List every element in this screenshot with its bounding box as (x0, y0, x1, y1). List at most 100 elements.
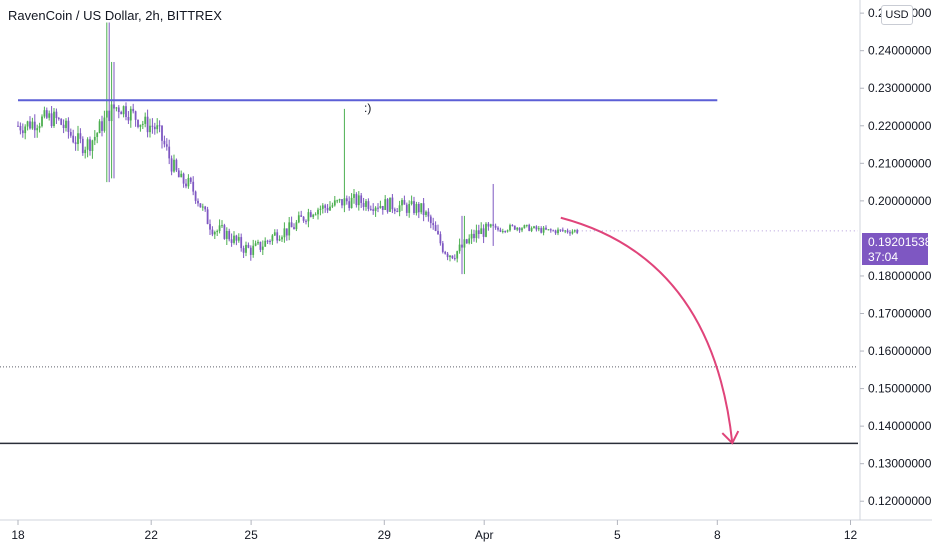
x-tick-label: 22 (145, 528, 159, 542)
chart-title: RavenCoin / US Dollar, 2h, BITTREX (8, 8, 222, 23)
candle-body (425, 211, 427, 215)
candle-body (153, 126, 156, 130)
candle-body (437, 230, 439, 235)
candle-body (247, 244, 250, 248)
x-tick-label: 18 (11, 528, 25, 542)
candle-body (45, 110, 48, 118)
candle-body (235, 235, 238, 241)
candle-body (81, 138, 84, 154)
candle-body (43, 110, 46, 117)
candle-body (273, 232, 276, 236)
candle-body (557, 229, 559, 234)
candle-body (343, 198, 346, 206)
candle-body (533, 226, 535, 229)
candle-body (554, 230, 557, 234)
candle-body (257, 241, 259, 244)
candle-body (537, 228, 540, 230)
candle-body (367, 201, 370, 209)
candle-body (309, 212, 312, 217)
x-tick-label: Apr (475, 528, 494, 542)
candle-body (561, 229, 564, 231)
candle-body (530, 228, 533, 231)
candle-body (180, 173, 183, 178)
candle-body (24, 126, 27, 134)
candle-body (429, 216, 432, 224)
candle-body (216, 230, 219, 233)
candle-body (360, 195, 363, 203)
y-tick-label: 0.17000000 (868, 307, 932, 321)
candle-body (566, 230, 569, 233)
candle-body (461, 244, 463, 248)
candle-body (278, 239, 281, 241)
candle-body (283, 228, 286, 238)
candle-body (276, 232, 279, 241)
candle-body (521, 228, 523, 231)
candle-body (355, 194, 358, 206)
bar-countdown: 37:04 (868, 250, 899, 264)
candle-body (513, 225, 516, 230)
candle-body (473, 233, 475, 239)
candle-body (564, 230, 567, 232)
candle-body (410, 201, 413, 204)
candle-body (26, 121, 29, 127)
candle-body (120, 112, 123, 115)
candle-body (489, 224, 492, 227)
candle-body (67, 120, 70, 133)
candle-body (261, 246, 264, 250)
candle-body (17, 125, 19, 127)
candle-body (91, 140, 94, 151)
candle-body (146, 116, 149, 133)
candle-body (194, 191, 197, 201)
candle-body (189, 177, 192, 182)
candle-body (518, 227, 521, 231)
last-price-tag: 0.19201538 37:04 (862, 233, 931, 265)
candle-body (326, 207, 329, 211)
candle-body (389, 197, 391, 212)
candle-body (319, 208, 322, 210)
candle-body (209, 224, 211, 230)
candle-body (252, 245, 255, 255)
candle-body (293, 227, 295, 230)
forecast-arrow (560, 216, 734, 444)
candle-body (350, 197, 353, 209)
candle-body (127, 116, 130, 121)
x-tick-label: 25 (244, 528, 258, 542)
candle-body (74, 142, 77, 145)
candle-body (254, 243, 257, 246)
candle-body (249, 247, 252, 255)
candle-body (175, 159, 178, 171)
candle-body (523, 225, 526, 229)
candle-body (552, 230, 555, 232)
candle-body (379, 206, 382, 209)
candle-body (57, 118, 60, 120)
candle-body (571, 231, 574, 234)
candle-body (139, 124, 142, 127)
candle-body (305, 220, 307, 222)
y-tick-label: 0.20000000 (868, 194, 932, 208)
candle-body (420, 203, 423, 213)
candle-body (463, 239, 466, 248)
candle-body (434, 225, 437, 231)
candle-body (545, 227, 547, 230)
candle-body (86, 139, 89, 150)
candle-body (55, 111, 58, 119)
candle-body (444, 251, 447, 254)
candle-body (365, 201, 367, 207)
candle-body (228, 230, 231, 240)
candle-body (456, 251, 459, 259)
candle-body (401, 200, 403, 206)
candle-body (264, 240, 267, 247)
candle-body (348, 201, 351, 209)
candle-body (396, 211, 399, 213)
candle-body (432, 223, 435, 226)
y-tick-label: 0.16000000 (868, 344, 932, 358)
candle-body (240, 237, 243, 249)
candle-body (105, 110, 108, 118)
currency-button[interactable]: USD (881, 5, 913, 25)
candle-body (163, 140, 166, 145)
y-tick-label: 0.18000000 (868, 269, 932, 283)
candle-body (497, 227, 499, 230)
candle-body (69, 132, 72, 136)
smile-annotation: :) (364, 101, 371, 115)
